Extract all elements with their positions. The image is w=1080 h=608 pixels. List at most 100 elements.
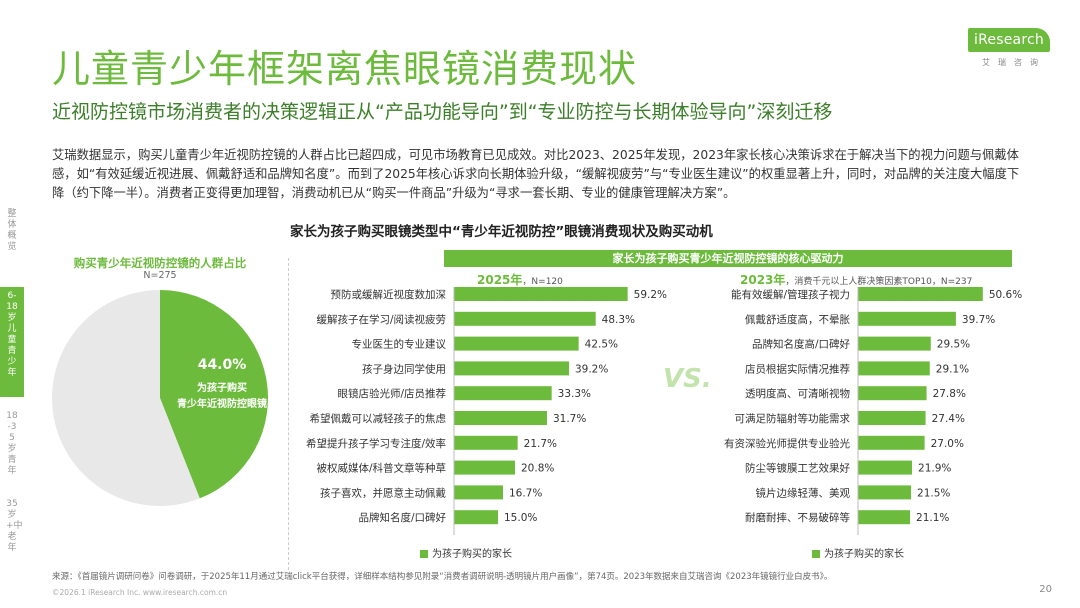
bar-2023-category-label: 防尘等镀膜工艺效果好 xyxy=(745,462,850,475)
bar-2025-category-label: 眼镜店验光师/店员推荐 xyxy=(337,387,446,400)
sidebar-item-youth[interactable]: 18-35岁青年 xyxy=(6,411,18,476)
bar-2025-value-label: 21.7% xyxy=(524,438,557,450)
bar-2025-value-label: 42.5% xyxy=(585,339,618,351)
year-2025-label: 2025年 xyxy=(477,273,523,287)
bar-2025-category-label: 希望佩戴可以减轻孩子的焦虑 xyxy=(310,412,447,425)
iresearch-logo: iResearch 艾瑞咨询 xyxy=(968,28,1050,70)
bar-2025-bar xyxy=(454,411,547,425)
divider-left xyxy=(288,258,289,570)
legend-2023: 为孩子购买的家长 xyxy=(812,545,904,560)
bar-2025-bar xyxy=(454,435,518,450)
year-2023-header: 2023年，消费千元以上人群决策因素TOP10，N=237 xyxy=(740,273,973,287)
intro-paragraph: 艾瑞数据显示，购买儿童青少年近视防控镜的人群占比已超四成，可见市场教育已见成效。… xyxy=(52,148,1020,200)
vs-label: VS. xyxy=(663,364,712,394)
logo-subtext: 艾瑞咨询 xyxy=(982,58,1046,67)
bar-2025-bar xyxy=(454,287,628,301)
bar-2023-value-label: 50.6% xyxy=(989,289,1022,301)
bar-chart-2025: 预防或缓解近视度数加深 59.2% 缓解孩子在学习/阅读视疲劳 48.3% 专业医生的专… xyxy=(306,287,667,535)
bar-2025-category-label: 孩子身边同学使用 xyxy=(362,362,446,375)
pie-slice-other xyxy=(52,290,200,506)
bar-2025-value-label: 15.0% xyxy=(504,512,537,524)
bar-2023-bar xyxy=(858,311,956,326)
chart-title: 家长为孩子购买眼镜类型中“青少年近视防控”眼镜消费现状及购买动机 xyxy=(290,224,713,240)
pie-value-label: 44.0% xyxy=(198,357,247,373)
bar-2023-bar xyxy=(858,460,913,475)
copyright-footer: ©2026.1 iResearch Inc. www.iresearch.com… xyxy=(52,588,228,597)
bar-2023-category-label: 镜片边缘轻薄、美观 xyxy=(756,486,851,499)
pie-label-line1: 为孩子购买 xyxy=(197,381,247,394)
bar-2023-value-label: 27.8% xyxy=(933,388,966,400)
bar-2023-category-label: 有资深验光师提供专业验光 xyxy=(724,437,850,450)
bar-2025-bar xyxy=(454,485,503,500)
bar-2023-value-label: 21.9% xyxy=(918,463,951,475)
pie-chart: 44.0% 为孩子购买 青少年近视防控眼镜 xyxy=(52,290,269,506)
bar-2025-category-label: 希望提升孩子学习专注度/效率 xyxy=(306,437,446,450)
bar-2023-bar xyxy=(858,510,911,525)
bar-2025-bar xyxy=(454,361,569,376)
bar-2023-bar xyxy=(858,435,925,450)
sidebar-item-elderly[interactable]: 35岁+中老年 xyxy=(6,499,23,553)
bar-2025-value-label: 16.7% xyxy=(509,487,542,499)
bar-2023-category-label: 佩戴舒适度高，不晕胀 xyxy=(745,313,850,326)
bar-2025-value-label: 59.2% xyxy=(634,289,667,301)
bar-2023-bar xyxy=(858,361,930,376)
bar-2025-value-label: 33.3% xyxy=(558,388,591,400)
bar-2023-bar xyxy=(858,411,926,425)
bar-2025-bar xyxy=(454,460,516,475)
legend-swatch xyxy=(420,550,428,558)
bar-2025-value-label: 20.8% xyxy=(521,463,554,475)
year-2025-n: N=120 xyxy=(531,277,563,287)
legend-2025: 为孩子购买的家长 xyxy=(420,545,512,560)
year-2023-n: 消费千元以上人群决策因素TOP10，N=237 xyxy=(794,277,973,287)
bar-2023-category-label: 透明度高、可清晰视物 xyxy=(745,387,850,400)
page-number: 20 xyxy=(1039,584,1052,595)
pie-label-line2: 青少年近视防控眼镜 xyxy=(177,397,267,410)
bar-2023-category-label: 能有效缓解/管理孩子视力 xyxy=(731,288,850,301)
legend-label: 为孩子购买的家长 xyxy=(824,549,904,560)
panel-title: 家长为孩子购买青少年近视防控镜的核心驱动力 xyxy=(444,250,1012,267)
bar-2023-category-label: 品牌知名度高/口碑好 xyxy=(752,338,851,351)
bar-2025-value-label: 48.3% xyxy=(602,314,635,326)
source-note: 来源：《首届镜片调研问卷》问卷调研，于2025年11月通过艾瑞click平台获得… xyxy=(52,572,833,582)
bar-2025-category-label: 缓解孩子在学习/阅读视疲劳 xyxy=(316,313,446,326)
bar-2023-value-label: 27.4% xyxy=(932,413,965,425)
bar-2025-bar xyxy=(454,510,498,525)
bar-2023-value-label: 29.5% xyxy=(937,339,970,351)
bar-2023-category-label: 可满足防辐射等功能需求 xyxy=(735,412,851,425)
bar-2025-category-label: 专业医生的专业建议 xyxy=(352,338,447,351)
bar-2023-category-label: 耐磨耐摔、不易破碎等 xyxy=(745,511,850,524)
bar-2023-bar xyxy=(858,485,912,500)
logo-text: iResearch xyxy=(968,28,1050,52)
bar-chart-2023: 能有效缓解/管理孩子视力 50.6% 佩戴舒适度高，不晕胀 39.7% 品牌知名度高/口… xyxy=(724,287,1022,535)
year-2023-label: 2023年 xyxy=(740,273,786,287)
bar-2023-value-label: 21.1% xyxy=(916,512,949,524)
bar-2025-value-label: 39.2% xyxy=(575,363,608,375)
pie-sample-size: N=275 xyxy=(143,270,177,281)
bar-2025-value-label: 31.7% xyxy=(553,413,586,425)
bar-2023-value-label: 21.5% xyxy=(917,487,950,499)
bar-2023-bar xyxy=(858,336,931,351)
section-sidebar: 整体概览 6-18岁儿童青少年 18-35岁青年 35岁+中老年 xyxy=(0,205,24,580)
bar-2025-bar xyxy=(454,336,579,351)
bar-2023-value-label: 39.7% xyxy=(962,314,995,326)
pie-slice-purchase xyxy=(160,290,269,499)
bar-2023-value-label: 29.1% xyxy=(936,363,969,375)
bar-2025-category-label: 孩子喜欢，并愿意主动佩戴 xyxy=(320,486,446,499)
bar-2023-bar xyxy=(858,386,927,401)
bar-2025-bar xyxy=(454,386,552,401)
legend-swatch xyxy=(812,550,820,558)
page-subtitle: 近视防控镜市场消费者的决策逻辑正从“产品功能导向”到“专业防控与长期体验导向”深… xyxy=(52,101,833,123)
bar-2023-bar xyxy=(858,287,983,301)
bar-2025-bar xyxy=(454,311,596,326)
bar-2025-category-label: 被权威媒体/科普文章等种草 xyxy=(316,462,446,475)
bar-2025-category-label: 品牌知名度/口碑好 xyxy=(358,511,446,524)
pie-title: 购买青少年近视防控镜的人群占比 xyxy=(73,256,247,270)
sidebar-item-children[interactable]: 6-18岁儿童青少年 xyxy=(0,287,24,397)
year-2025-header: 2025年，N=120 xyxy=(477,273,563,287)
bar-2023-value-label: 27.0% xyxy=(931,438,964,450)
page-title: 儿童青少年框架离焦眼镜消费现状 xyxy=(52,47,638,91)
bar-2025-category-label: 预防或缓解近视度数加深 xyxy=(331,288,447,301)
sidebar-item-overview[interactable]: 整体概览 xyxy=(7,209,17,252)
bar-2023-category-label: 店员根据实际情况推荐 xyxy=(745,362,850,375)
legend-label: 为孩子购买的家长 xyxy=(432,549,512,560)
